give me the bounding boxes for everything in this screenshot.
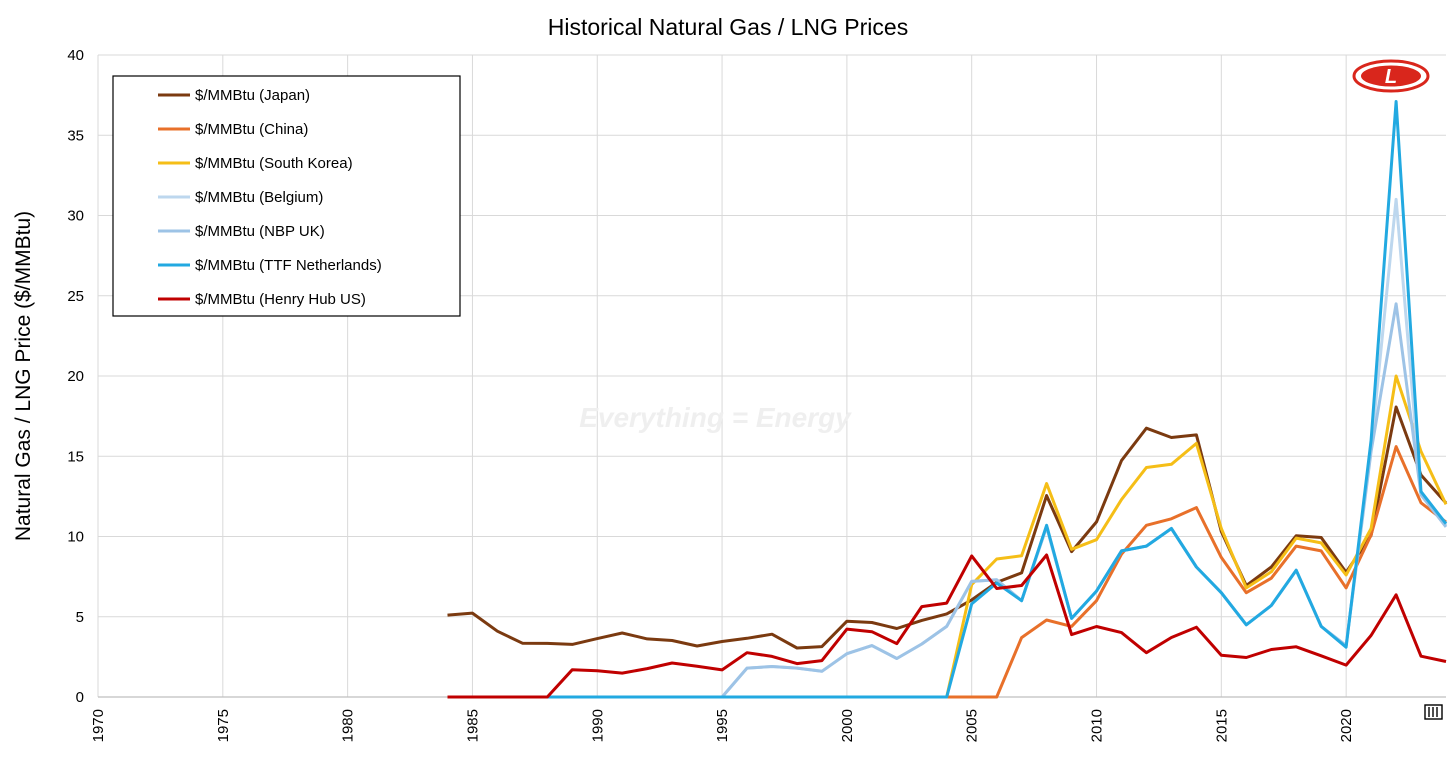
scrollbar-handle-icon[interactable] — [1424, 704, 1443, 720]
y-tick-label: 15 — [67, 448, 84, 465]
legend-label: $/MMBtu (China) — [195, 121, 308, 138]
y-tick-label: 5 — [76, 609, 84, 626]
legend-label: $/MMBtu (South Korea) — [195, 155, 353, 172]
x-tick-label: 2015 — [1213, 709, 1230, 742]
y-tick-label: 25 — [67, 288, 84, 305]
series-line-5 — [447, 100, 1448, 699]
x-tick-label: 1975 — [215, 709, 232, 742]
x-tick-label: 1985 — [464, 709, 481, 742]
brand-logo: L — [1352, 59, 1430, 93]
series-line-0 — [447, 405, 1448, 650]
legend-label: $/MMBtu (Henry Hub US) — [195, 291, 366, 308]
logo-letter: L — [1385, 66, 1397, 88]
legend-label: $/MMBtu (Belgium) — [195, 189, 323, 206]
legend-label: $/MMBtu (Japan) — [195, 87, 310, 104]
y-tick-label: 35 — [67, 127, 84, 144]
y-tick-label: 20 — [67, 368, 84, 385]
legend-label: $/MMBtu (NBP UK) — [195, 223, 325, 240]
chart-title: Historical Natural Gas / LNG Prices — [548, 14, 908, 40]
y-tick-label: 40 — [67, 47, 84, 64]
x-tick-label: 1970 — [90, 709, 107, 742]
series-lines — [447, 100, 1448, 699]
x-tick-label: 1990 — [589, 709, 606, 742]
y-tick-label: 30 — [67, 208, 84, 225]
y-tick-label: 10 — [67, 529, 84, 546]
x-tick-label: 1980 — [340, 709, 357, 742]
x-tick-label: 2020 — [1338, 709, 1355, 742]
y-axis-title: Natural Gas / LNG Price ($/MMBtu) — [12, 211, 35, 541]
x-tick-label: 2000 — [839, 709, 856, 742]
legend: $/MMBtu (Japan) $/MMBtu (China) $/MMBtu (S… — [112, 75, 461, 317]
axes: 0 5 10 15 20 25 30 35 40 1970 1975 1980 1985 1990 1995… — [67, 47, 1446, 742]
watermark: Everything = Energy — [579, 402, 852, 433]
logo-inner — [1361, 65, 1421, 87]
y-tick-label: 0 — [76, 689, 84, 706]
x-tick-label: 2010 — [1089, 709, 1106, 742]
x-tick-label: 2005 — [964, 709, 981, 742]
legend-label: $/MMBtu (TTF Netherlands) — [195, 257, 382, 274]
x-tick-label: 1995 — [714, 709, 731, 742]
series-line-6 — [447, 553, 1447, 699]
